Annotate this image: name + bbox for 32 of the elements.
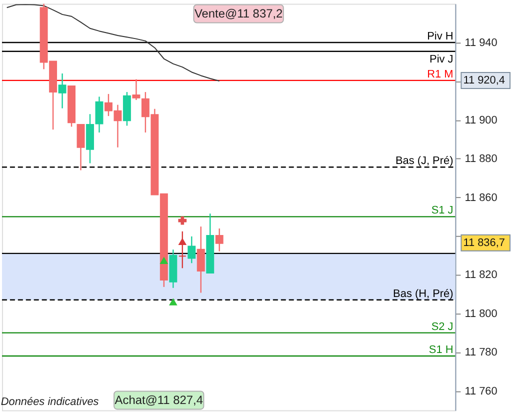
candlestick: [58, 72, 66, 109]
ref-line-label: S2 J: [431, 320, 454, 333]
candlestick: [132, 78, 140, 101]
annotation: Données indicatives: [0, 396, 100, 408]
y-tick-label: 11 780: [464, 346, 498, 359]
y-tick-label: 11 900: [464, 114, 498, 126]
ref-line-label: R1 M: [427, 68, 454, 80]
point: [169, 298, 178, 306]
annotation: Vente@11 837,2: [194, 6, 284, 21]
point: [178, 238, 187, 246]
ref-line-label: Bas (H, Pré): [393, 288, 454, 300]
candlestick: [196, 226, 205, 294]
annotation: Achat@11 827,4: [114, 393, 204, 408]
point: [178, 216, 187, 225]
candlestick: [188, 236, 196, 264]
text: 11 920,4: [463, 74, 505, 86]
ref-line-label: Piv J: [430, 53, 454, 66]
y-tick-label: 11 860: [464, 192, 498, 204]
y-tick-label: 11 880: [464, 153, 498, 166]
y-tick-label: 11 800: [464, 308, 498, 320]
candlestick: [178, 230, 186, 269]
ref-line-label: Bas (J, Pré): [395, 155, 454, 168]
point: [160, 256, 168, 264]
y-tick-label: 11 820: [464, 269, 498, 282]
ref-line-label: S1 J: [431, 204, 454, 217]
candlestick: [215, 228, 224, 252]
text: 11 836,7: [463, 236, 505, 249]
ref-line-label: Piv H: [427, 30, 454, 43]
ref-line-label: S1 H: [428, 344, 454, 356]
y-tick-label: 11 940: [464, 36, 498, 49]
y-tick-label: 11 760: [464, 385, 498, 398]
candlestick: [76, 124, 85, 171]
